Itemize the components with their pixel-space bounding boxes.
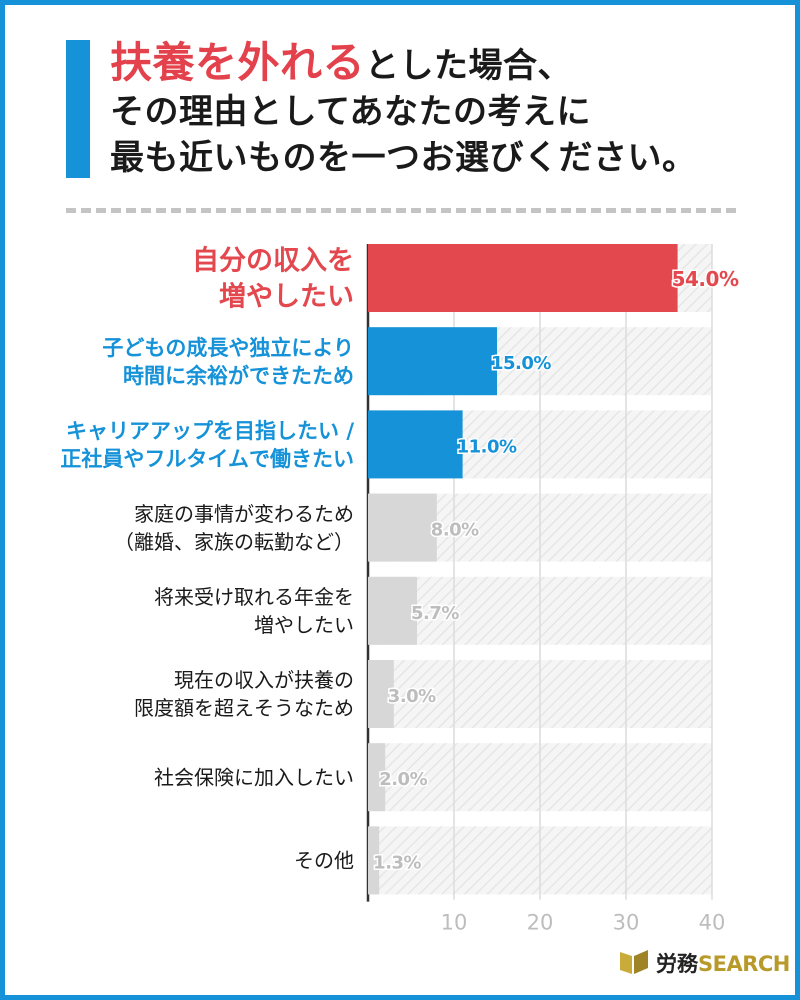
value-label: 5.7% bbox=[411, 603, 459, 624]
bar bbox=[368, 244, 678, 312]
category-label: その他 bbox=[294, 849, 354, 873]
chart-title: 扶養を外れるとした場合、 その理由としてあなたの考えに 最も近いものを一つお選び… bbox=[110, 40, 770, 181]
value-label: 2.0% bbox=[379, 769, 427, 790]
value-label: 11.0% bbox=[457, 436, 517, 457]
category-label: 家庭の事情が変わるため bbox=[134, 502, 354, 526]
category-label: 時間に余裕ができたため bbox=[123, 364, 354, 388]
value-label: 15.0% bbox=[491, 353, 551, 374]
title-highlight: 扶養を外れる bbox=[110, 38, 366, 87]
category-label: 将来受け取れる年金を bbox=[154, 585, 354, 609]
book-icon bbox=[620, 950, 648, 974]
bar bbox=[368, 743, 386, 812]
bar bbox=[368, 576, 418, 645]
category-label: 社会保険に加入したい bbox=[154, 765, 354, 789]
category-label: 増やしたい bbox=[254, 613, 354, 637]
bar bbox=[368, 493, 437, 562]
bar bbox=[368, 826, 380, 895]
x-tick-label: 20 bbox=[527, 911, 554, 935]
title-line-1-rest: とした場合、 bbox=[365, 46, 573, 86]
x-tick-label: 30 bbox=[613, 911, 640, 935]
value-label: 54.0% bbox=[672, 267, 739, 291]
title-line-1: 扶養を外れるとした場合、 bbox=[110, 40, 770, 89]
x-tick-label: 10 bbox=[441, 911, 468, 935]
category-label: 現在の収入が扶養の bbox=[174, 668, 354, 692]
logo-text: 労務SEARCH bbox=[656, 948, 790, 978]
category-label: 増やしたい bbox=[219, 281, 354, 313]
category-label: 正社員やフルタイムで働きたい bbox=[60, 447, 354, 471]
bar bbox=[368, 327, 497, 396]
title-divider bbox=[66, 208, 736, 213]
category-label: （離婚、家族の転勤など） bbox=[114, 530, 354, 554]
value-label: 8.0% bbox=[431, 520, 479, 541]
title-line-2: その理由としてあなたの考えに bbox=[110, 92, 591, 132]
logo-kanji: 労務 bbox=[656, 952, 698, 976]
category-label: 限度額を超えそうなため bbox=[134, 696, 354, 720]
x-tick-label: 40 bbox=[699, 911, 726, 935]
category-label: キャリアアップを目指したい / bbox=[66, 419, 354, 443]
category-label: 子どもの成長や独立により bbox=[102, 336, 354, 360]
value-label: 3.0% bbox=[388, 686, 436, 707]
value-label: 1.3% bbox=[373, 852, 421, 873]
logo-latin: SEARCH bbox=[698, 952, 790, 976]
title-line-3: 最も近いものを一つお選びください。 bbox=[110, 138, 697, 178]
bar bbox=[368, 660, 394, 728]
bar bbox=[368, 410, 463, 479]
category-label: 自分の収入を bbox=[192, 245, 354, 277]
title-accent-bar bbox=[66, 40, 90, 178]
